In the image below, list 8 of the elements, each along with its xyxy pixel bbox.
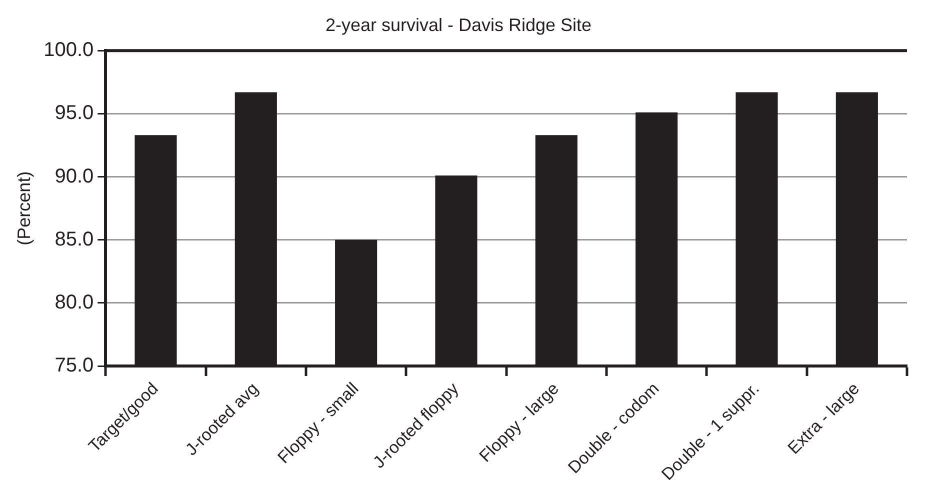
- y-tick-label: 85.0: [54, 228, 94, 250]
- y-tick-label: 95.0: [54, 102, 94, 124]
- chart-title: 2-year survival - Davis Ridge Site: [325, 14, 592, 35]
- y-tick-label: 90.0: [54, 165, 94, 188]
- y-tick-label: 75.0: [54, 354, 94, 377]
- y-tick-label: 100.0: [44, 39, 94, 62]
- y-axis-title: (Percent): [14, 171, 34, 246]
- y-tick-label: 80.0: [54, 291, 94, 314]
